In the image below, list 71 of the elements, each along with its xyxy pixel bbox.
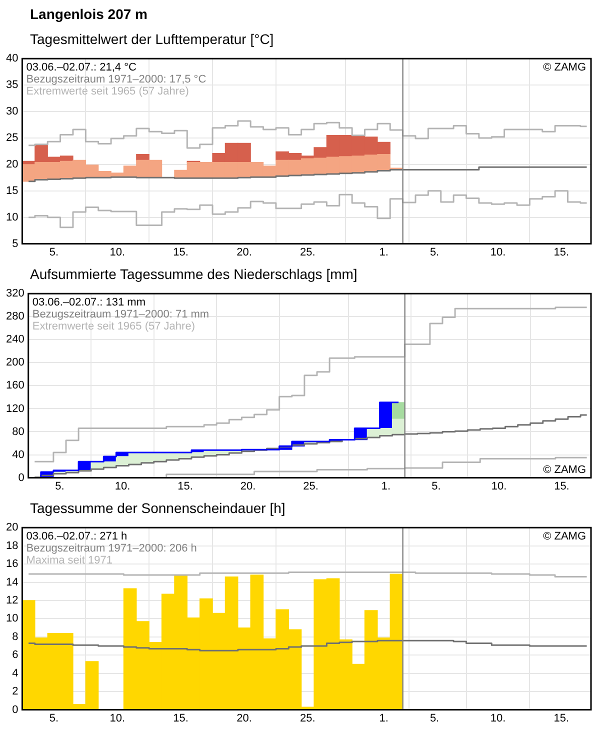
y-tick-label: 16 <box>6 558 18 570</box>
y-tick-label: 14 <box>6 576 18 588</box>
y-tick-label: 5 <box>12 238 18 250</box>
x-tick-label: 25. <box>303 480 318 492</box>
chart-title: Tagessumme der Sonnenscheindauer [h] <box>29 499 286 517</box>
x-tick-label: 10. <box>490 246 506 258</box>
x-tick-label: 5. <box>432 480 441 492</box>
y-tick-label: 35 <box>6 79 18 92</box>
x-tick-label: 5. <box>55 480 64 492</box>
y-tick-label: 160 <box>6 380 24 392</box>
y-tick-label: 6 <box>12 649 18 662</box>
y-tick-label: 200 <box>6 356 24 369</box>
chart-title: Langenlois 207 m <box>29 5 148 24</box>
annotation: 03.06.–02.07.: 271 h <box>26 530 128 543</box>
annotation: Bezugszeitraum 1971–2000: 71 mm <box>32 308 210 321</box>
x-tick-label: 25. <box>300 712 316 724</box>
annotation: © ZAMG <box>543 530 586 543</box>
x-tick-label: 10. <box>110 712 126 724</box>
y-tick-label: 40 <box>6 52 18 65</box>
annotation: © ZAMG <box>543 464 586 476</box>
y-tick-label: 240 <box>6 334 24 346</box>
x-tick-label: 20. <box>236 246 252 258</box>
annotation: Bezugszeitraum 1971–2000: 206 h <box>26 542 197 555</box>
y-tick-label: 80 <box>12 426 24 438</box>
annotation: 03.06.–02.07.: 21,4 °C <box>26 62 136 74</box>
x-tick-label: 5. <box>430 246 440 258</box>
x-tick-label: 15. <box>178 480 193 492</box>
x-tick-label: 15. <box>554 246 570 258</box>
x-tick-label: 10. <box>110 246 126 258</box>
x-tick-label: 10. <box>114 480 130 492</box>
y-tick-label: 12 <box>6 594 18 607</box>
y-tick-label: 10 <box>6 211 18 224</box>
chart-title: Aufsummierte Tagessumme des Niederschlags [mm] <box>29 265 358 283</box>
x-tick-label: 5. <box>430 712 440 724</box>
y-tick-label: 30 <box>6 106 18 118</box>
y-tick-label: 15 <box>6 184 18 197</box>
chart-subtitle: Tagesmittelwert der Lufttemperatur [°C] <box>29 30 275 48</box>
x-tick-label: 5. <box>49 712 59 724</box>
y-tick-label: 0 <box>18 472 24 484</box>
y-tick-label: 18 <box>6 540 18 552</box>
y-tick-label: 40 <box>12 448 24 461</box>
y-tick-label: 20 <box>6 158 18 170</box>
annotation: Extremwerte seit 1965 (57 Jahre) <box>26 86 189 98</box>
x-tick-label: 15. <box>173 712 188 724</box>
x-tick-label: 10. <box>491 480 507 492</box>
x-tick-label: 5. <box>49 246 59 258</box>
y-tick-label: 0 <box>12 704 18 716</box>
y-tick-label: 4 <box>12 667 18 680</box>
x-tick-label: 1. <box>379 712 388 724</box>
y-tick-label: 2 <box>12 686 18 698</box>
x-tick-label: 15. <box>554 712 570 724</box>
x-tick-label: 1. <box>379 246 388 258</box>
x-tick-label: 25. <box>300 246 316 258</box>
x-tick-label: 1. <box>381 480 391 492</box>
y-tick-label: 280 <box>6 310 24 323</box>
x-tick-label: 20. <box>236 712 252 724</box>
annotation: Maxima seit 1971 <box>26 554 112 567</box>
y-tick-label: 25 <box>6 132 18 144</box>
annotation: © ZAMG <box>543 62 586 74</box>
x-tick-label: 15. <box>173 246 188 258</box>
y-tick-label: 320 <box>6 288 24 300</box>
y-tick-label: 8 <box>12 630 18 643</box>
annotation: Extremwerte seit 1965 (57 Jahre) <box>32 320 195 333</box>
annotation: Bezugszeitraum 1971–2000: 17,5 °C <box>26 74 206 86</box>
y-tick-label: 120 <box>6 402 24 415</box>
annotation: 03.06.–02.07.: 131 mm <box>32 296 146 309</box>
y-tick-label: 10 <box>6 612 18 625</box>
x-tick-label: 15. <box>554 480 570 492</box>
y-tick-label: 20 <box>6 522 18 534</box>
x-tick-label: 10. <box>490 712 506 724</box>
x-tick-label: 20. <box>240 480 256 492</box>
